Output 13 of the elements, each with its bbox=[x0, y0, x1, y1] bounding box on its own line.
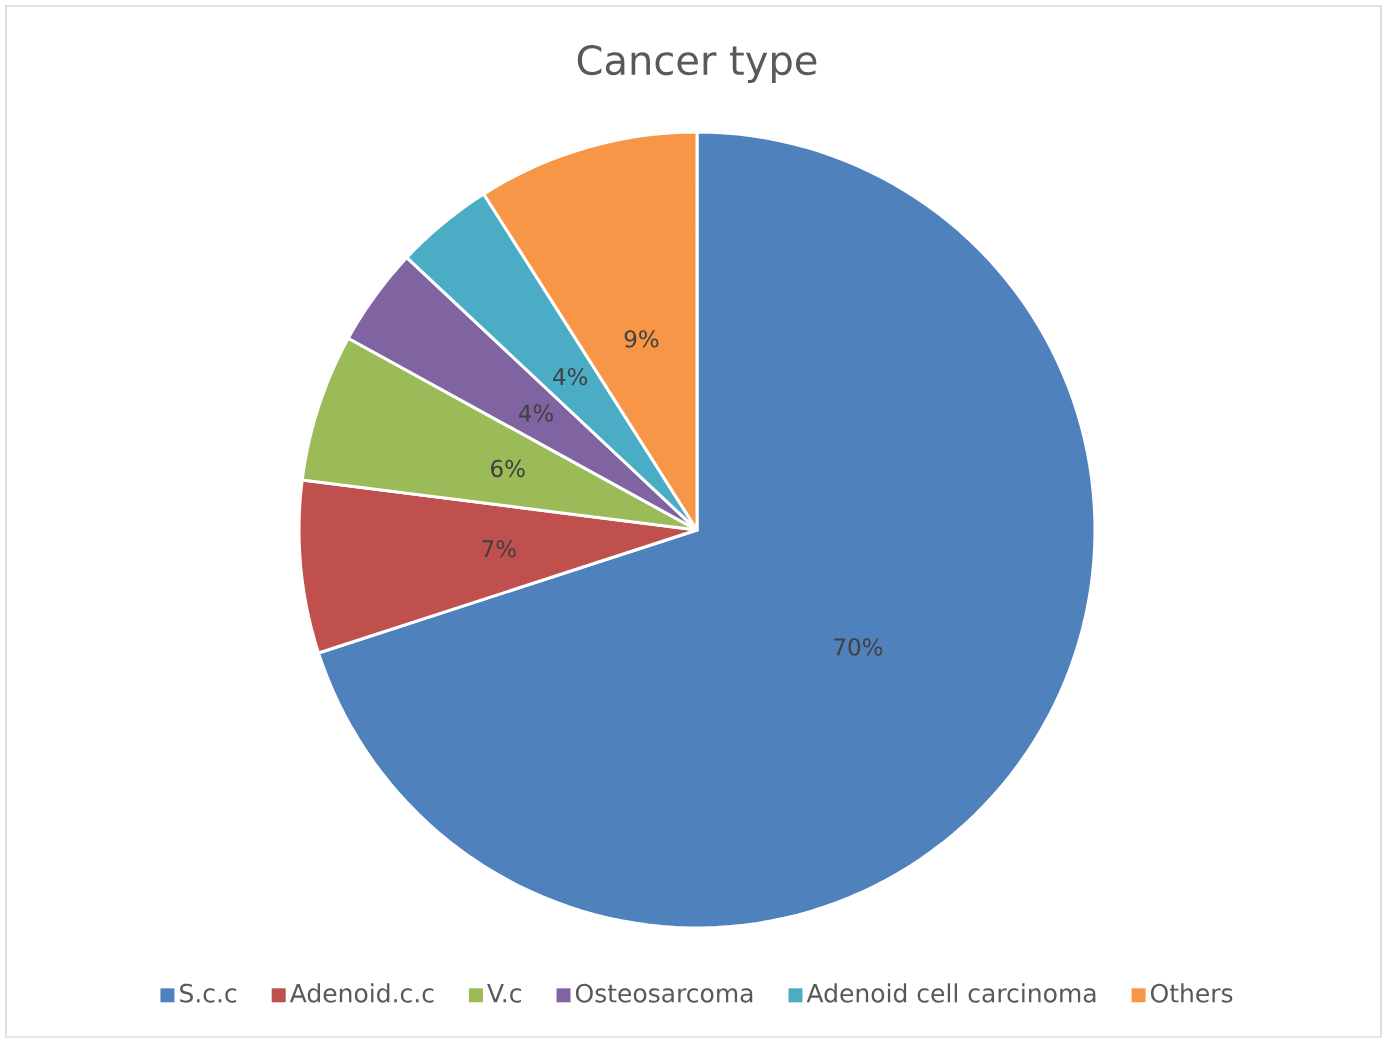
data-label: 4% bbox=[518, 404, 553, 422]
data-label: 6% bbox=[491, 459, 525, 478]
legend-label: Others bbox=[1150, 983, 1233, 1003]
legend-label: Osteosarcoma bbox=[575, 983, 753, 1003]
legend-label: S.c.c bbox=[180, 983, 237, 1003]
chart-title: Cancer type bbox=[577, 45, 817, 83]
data-label: 7% bbox=[482, 540, 516, 558]
data-label: 4% bbox=[553, 367, 588, 386]
legend-label: Adenoid.c.c bbox=[289, 983, 434, 1003]
data-label: 70% bbox=[834, 638, 883, 656]
legend-label: V.c bbox=[487, 984, 521, 1003]
data-label: 9% bbox=[624, 330, 659, 348]
legend-label: Adenoid cell carcinoma bbox=[806, 983, 1096, 1003]
